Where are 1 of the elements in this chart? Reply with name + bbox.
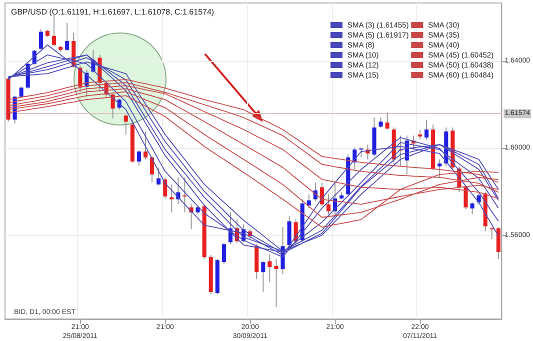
text: GBP/USD (O:1.61191, H:1.61697, L:1.61078, C:1.61574)	[11, 8, 214, 16]
